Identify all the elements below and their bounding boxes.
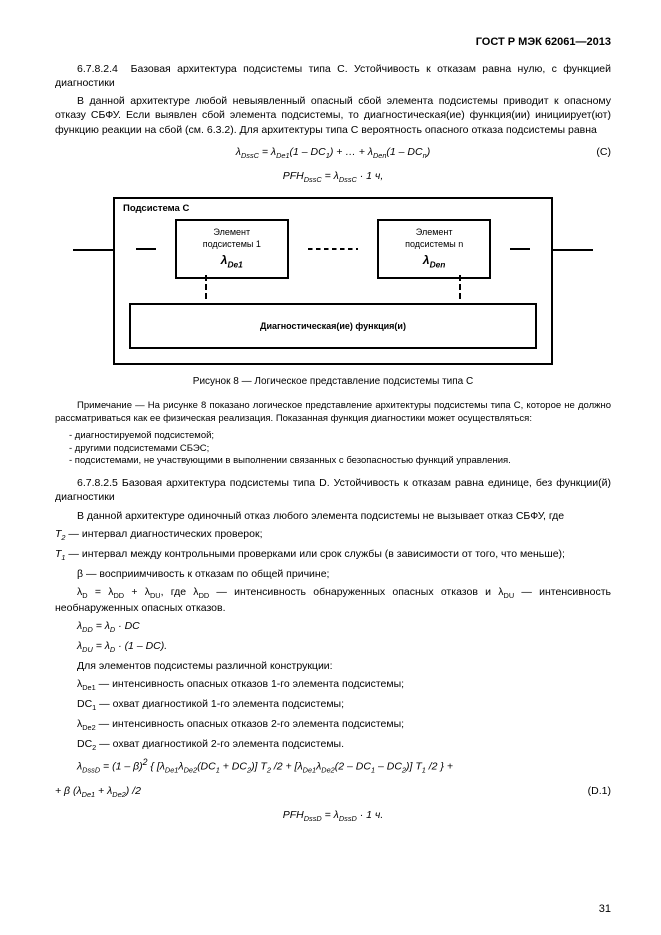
formula-d1a: λDssD = (1 – β)2 { [λDe1λDe2(DC1 + DC2)]… (77, 757, 611, 776)
formula-c-label: (C) (596, 145, 611, 159)
note-li2: - другими подсистемами СБЭС; (77, 443, 611, 456)
def-dc2: DC2 — охват диагностикой 2-го элемента п… (55, 737, 611, 753)
def-beta: β — восприимчивость к отказам по общей п… (55, 567, 611, 581)
sec2-num: 6.7.8.2.5 (77, 477, 118, 489)
fig-elemn-t1: Элемент (416, 226, 453, 238)
fig-elem1-t1: Элемент (213, 226, 250, 238)
doc-header: ГОСТ Р МЭК 62061—2013 (55, 35, 611, 50)
fig-diag-box: Диагностическая(ие) функция(и) (129, 303, 537, 349)
fig-elem-1: Элемент подсистемы 1 λDe1 (175, 219, 289, 279)
def-dc1: DC1 — охват диагностикой 1-го элемента п… (55, 697, 611, 713)
t2-sym: T2 (55, 528, 66, 540)
s1-para1: В данной архитектуре любой невыявленный … (55, 94, 611, 137)
formula-d1b: + β (λDe1 + λDe2) /2 (D.1) (55, 784, 611, 800)
sec-num: 6.7.8.2.4 (77, 63, 118, 75)
s2-para1: В данной архитектуре одиночный отказ люб… (55, 509, 611, 523)
formula-c-body: λDssC = λDe1(1 – DC1) + … + λDen(1 – DCn… (236, 146, 430, 158)
formula-dd: λDD = λD · DC (77, 619, 611, 635)
def-ld: λD = λDD + λDU, где λDD — интенсивность … (55, 585, 611, 615)
fig-line (510, 248, 530, 250)
formula-pfh-d: PFHDssD = λDssD · 1 ч. (55, 808, 611, 824)
def-t1: T1 — интервал между контрольными проверк… (55, 547, 611, 563)
fig-elem1-lambda: λDe1 (221, 252, 243, 271)
fig-line (136, 248, 156, 250)
formula-d1b-body: + β (λDe1 + λDe2) /2 (55, 785, 141, 797)
section-6.7.8.2.5: 6.7.8.2.5 Базовая архитектура подсистемы… (55, 476, 611, 504)
formula-du: λDU = λD · (1 – DC). (77, 639, 611, 655)
s2-para2: Для элементов подсистемы различной конст… (55, 659, 611, 673)
fig-conn-left (205, 275, 207, 299)
fig-elem-n: Элемент подсистемы n λDen (377, 219, 491, 279)
sec2-title: Базовая архитектура подсистемы типа D. У… (55, 477, 611, 503)
note-intro: Примечание — На рисунке 8 показано логич… (55, 400, 611, 426)
fig-elem1-t2: подсистемы 1 (203, 238, 261, 250)
formula-c: λDssC = λDe1(1 – DC1) + … + λDen(1 – DCn… (55, 145, 611, 161)
formula-c2: PFHDssC = λDssC · 1 ч, (55, 169, 611, 185)
fig-outer-label: Подсистема C (123, 203, 189, 216)
fig-elemn-lambda: λDen (423, 252, 446, 271)
fig-conn-right (459, 275, 461, 299)
fig-line-ext-right (553, 249, 593, 251)
fig-line-ext-left (73, 249, 113, 251)
figure-8: Подсистема C Элемент подсистемы 1 λDe1 Э… (113, 197, 553, 389)
def-lde1: λDe1 — интенсивность опасных отказов 1-г… (55, 677, 611, 693)
page-number: 31 (599, 902, 611, 917)
t1-sym: T1 (55, 548, 66, 560)
t1-txt: — интервал между контрольными проверками… (66, 548, 565, 560)
note-li1: - диагностируемой подсистемой; (77, 430, 611, 443)
formula-d1-label: (D.1) (588, 784, 611, 798)
fig-elemn-t2: подсистемы n (405, 238, 463, 250)
note-li3: - подсистемами, не участвующими в выполн… (77, 455, 611, 468)
fig-dash (308, 248, 358, 250)
t2-txt: — интервал диагностических проверок; (66, 528, 263, 540)
sec-title: Базовая архитектура подсистемы типа C. У… (55, 63, 611, 89)
section-6.7.8.2.4: 6.7.8.2.4 Базовая архитектура подсистемы… (55, 62, 611, 90)
fig-caption: Рисунок 8 — Логическое представление под… (113, 375, 553, 389)
def-t2: T2 — интервал диагностических проверок; (55, 527, 611, 543)
def-lde2: λDe2 — интенсивность опасных отказов 2-г… (55, 717, 611, 733)
